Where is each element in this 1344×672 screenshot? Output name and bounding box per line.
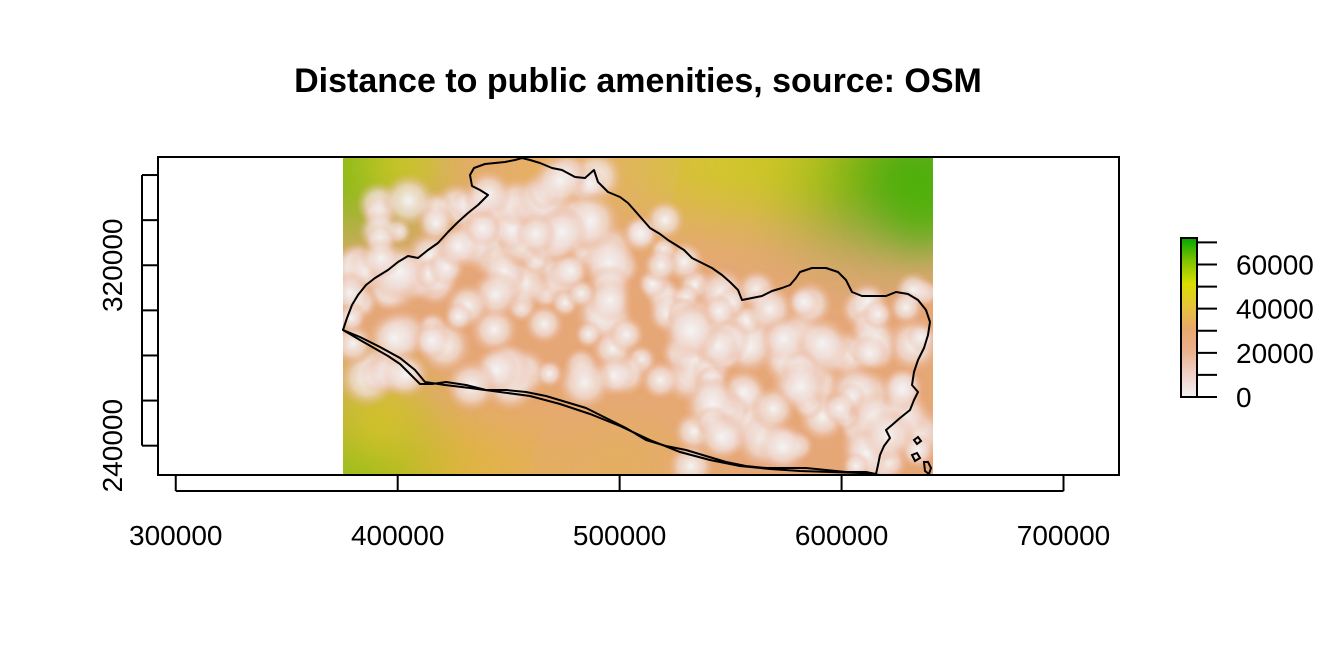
x-tick-label: 400000 (351, 520, 444, 551)
map-title: Distance to public amenities, source: OS… (294, 62, 982, 100)
x-tick-label: 700000 (1017, 520, 1110, 551)
y-tick-label: 240000 (97, 399, 128, 492)
legend-label: 40000 (1236, 294, 1314, 325)
x-tick-label: 500000 (573, 520, 666, 551)
y-axis: 240000 320000 (97, 174, 157, 492)
gulf-islands (910, 435, 933, 476)
y-tick-label: 320000 (97, 219, 128, 312)
color-legend: 0 20000 40000 60000 (1180, 237, 1314, 413)
x-tick-label: 600000 (795, 520, 888, 551)
legend-label: 60000 (1236, 250, 1314, 281)
country-border (342, 157, 931, 475)
x-axis: 300000 400000 500000 600000 700000 (129, 476, 1110, 551)
x-tick-label: 300000 (129, 520, 222, 551)
legend-colorbar (1180, 237, 1198, 398)
plot-frame (157, 156, 1120, 476)
legend-label: 20000 (1236, 338, 1314, 369)
coastline-south (342, 329, 881, 476)
legend-label: 0 (1236, 382, 1252, 413)
